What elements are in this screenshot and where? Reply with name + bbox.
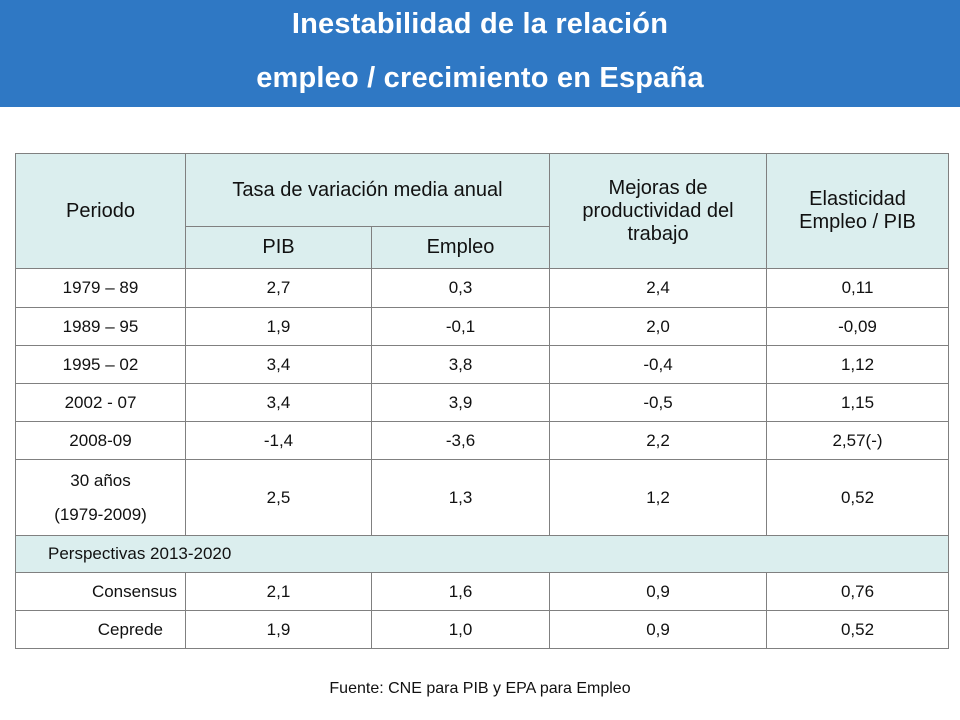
title-line-1: Inestabilidad de la relación [291, 8, 669, 40]
cell-mejoras: 2,2 [549, 421, 768, 460]
header-pib: PIB [185, 226, 372, 269]
cell-periodo-line-1: 30 años [70, 470, 131, 490]
cell-mejoras: -0,4 [549, 345, 768, 384]
cell-periodo: 2008-09 [15, 421, 186, 460]
table-row: 1979 – 89 2,7 0,3 2,4 0,11 [15, 268, 950, 308]
cell-empleo: 3,8 [370, 345, 551, 384]
cell-elasticidad: 1,15 [766, 383, 950, 422]
cell-elasticidad: 0,52 [766, 459, 950, 536]
table-row: 1989 – 95 1,9 -0,1 2,0 -0,09 [15, 307, 950, 346]
cell-elasticidad: 2,57(-) [766, 421, 950, 460]
title-line-2: empleo / crecimiento en España [256, 62, 704, 94]
cell-periodo: 30 años (1979-2009) [15, 459, 186, 536]
cell-mejoras: -0,5 [549, 383, 768, 422]
cell-mejoras: 2,0 [549, 307, 768, 346]
cell-periodo: 1995 – 02 [15, 345, 186, 384]
section-row: Perspectivas 2013-2020 [14, 535, 950, 573]
title-banner: Inestabilidad de la relación empleo / cr… [0, 0, 960, 107]
cell-periodo: 1979 – 89 [15, 268, 186, 308]
cell-elasticidad: 0,76 [766, 572, 950, 611]
cell-pib: 2,1 [185, 572, 372, 611]
table-row: 2008-09 -1,4 -3,6 2,2 2,57(-) [15, 421, 950, 460]
cell-elasticidad: 0,11 [766, 268, 950, 308]
cell-empleo: 1,3 [370, 459, 551, 536]
cell-mejoras: 0,9 [549, 572, 768, 611]
cell-mejoras: 2,4 [549, 268, 768, 308]
table-row: Consensus 2,1 1,6 0,9 0,76 [15, 572, 950, 611]
table-row: 2002 - 07 3,4 3,9 -0,5 1,15 [15, 383, 950, 422]
section-label: Perspectivas 2013-2020 [14, 535, 950, 573]
cell-mejoras: 1,2 [549, 459, 768, 536]
header-elasticidad: Elasticidad Empleo / PIB [766, 153, 950, 269]
header-mejoras-productividad: Mejoras de productividad del trabajo [549, 153, 768, 269]
cell-empleo: 1,6 [370, 572, 551, 611]
table-row: 1995 – 02 3,4 3,8 -0,4 1,12 [15, 345, 950, 384]
source-footnote: Fuente: CNE para PIB y EPA para Empleo [329, 680, 631, 697]
cell-pib: 1,9 [185, 307, 372, 346]
cell-mejoras: 0,9 [549, 610, 768, 649]
table-row: Ceprede 1,9 1,0 0,9 0,52 [15, 610, 950, 649]
cell-empleo: -3,6 [370, 421, 551, 460]
header-tasa-variacion: Tasa de variación media anual [184, 153, 551, 227]
cell-pib: -1,4 [185, 421, 372, 460]
cell-pib: 2,7 [185, 268, 372, 308]
cell-periodo: Consensus [15, 572, 186, 611]
cell-elasticidad: 1,12 [766, 345, 950, 384]
cell-empleo: 1,0 [370, 610, 551, 649]
cell-periodo: 2002 - 07 [15, 383, 186, 422]
cell-pib: 1,9 [185, 610, 372, 649]
cell-pib: 2,5 [185, 459, 372, 536]
data-table: Periodo Tasa de variación media anual Me… [14, 153, 950, 649]
table-row: 30 años (1979-2009) 2,5 1,3 1,2 0,52 [15, 459, 950, 536]
cell-elasticidad: 0,52 [766, 610, 950, 649]
cell-empleo: 3,9 [370, 383, 551, 422]
cell-pib: 3,4 [185, 383, 372, 422]
header-periodo: Periodo [15, 153, 186, 269]
cell-elasticidad: -0,09 [766, 307, 950, 346]
header-empleo: Empleo [370, 226, 551, 269]
cell-periodo: Ceprede [15, 610, 186, 649]
cell-empleo: -0,1 [370, 307, 551, 346]
cell-empleo: 0,3 [370, 268, 551, 308]
cell-periodo-line-2: (1979-2009) [54, 504, 147, 524]
cell-periodo: 1989 – 95 [15, 307, 186, 346]
cell-pib: 3,4 [185, 345, 372, 384]
